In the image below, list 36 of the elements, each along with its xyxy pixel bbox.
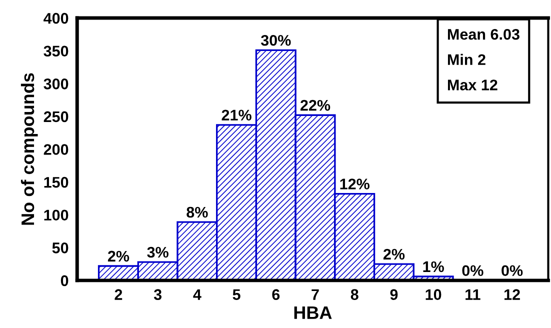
- x-tick-label: 10: [426, 289, 442, 300]
- y-tick-label: 400: [44, 12, 68, 24]
- x-tick-label: 8: [350, 289, 358, 300]
- y-tick-label: 50: [52, 242, 68, 254]
- annotation: 30%: [260, 34, 291, 46]
- y-tick-label: 200: [44, 144, 68, 155]
- y-tick-label: 250: [44, 111, 68, 122]
- annotation: 21%: [222, 110, 252, 121]
- annotation: 2%: [383, 248, 405, 260]
- x-tick-label: 6: [272, 289, 280, 300]
- annotation: 0%: [462, 265, 484, 276]
- annotation: Max 12: [448, 80, 498, 90]
- x-tick-label: 2: [114, 289, 122, 300]
- y-tick-label: 300: [44, 78, 68, 90]
- annotation: 12%: [340, 178, 370, 190]
- x-tick-label: 12: [504, 289, 520, 300]
- annotation: 8%: [186, 206, 208, 218]
- y-axis-title: No of compounds: [20, 73, 38, 225]
- annotation: 22%: [300, 100, 330, 111]
- x-tick-label: 3: [154, 289, 162, 300]
- annotation: 2%: [108, 250, 130, 262]
- x-axis-title: HBA: [294, 306, 332, 319]
- y-tick-label: 100: [44, 210, 68, 221]
- y-tick-label: 350: [44, 46, 68, 57]
- annotation: 1%: [423, 261, 444, 272]
- annotation: 3%: [147, 246, 168, 258]
- x-tick-label: 9: [390, 289, 398, 300]
- x-tick-label: 11: [466, 289, 480, 300]
- annotation: Min 2: [448, 54, 486, 65]
- annotation: Mean 6.03: [448, 28, 520, 40]
- y-tick-label: 0: [60, 275, 68, 286]
- x-tick-label: 5: [232, 289, 240, 300]
- x-tick-label: 7: [312, 289, 319, 300]
- annotation: 0%: [502, 265, 523, 276]
- y-tick-label: 150: [44, 176, 68, 188]
- x-tick-label: 4: [193, 289, 202, 300]
